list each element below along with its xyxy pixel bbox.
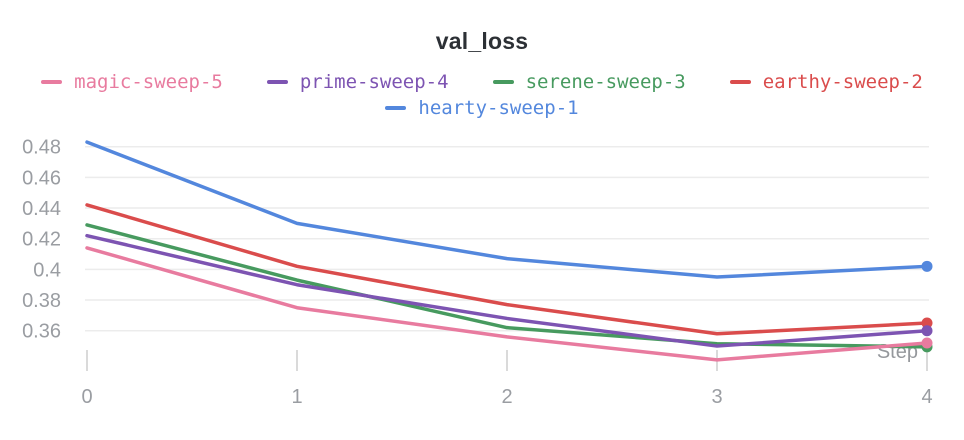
series-line-earthy-sweep-2 (85, 203, 929, 336)
x-tick-label: 2 (501, 386, 512, 408)
legend-row: magic-sweep-5 prime-sweep-4 serene-sweep-3… (41, 69, 923, 95)
plot-area[interactable]: 0.48 0.46 0.44 0.42 0.4 0.38 0.36 0 1 2 3 4 Step (0, 130, 964, 435)
series-line-serene-sweep-3 (85, 223, 929, 349)
y-tick-label: 0.36 (22, 321, 61, 343)
legend-label: hearty-sweep-1 (418, 97, 579, 119)
legend-label: prime-sweep-4 (299, 71, 449, 93)
y-tick-label: 0.44 (22, 198, 61, 220)
legend-item-hearty-sweep-1[interactable]: hearty-sweep-1 (385, 97, 579, 119)
legend-row: hearty-sweep-1 (385, 95, 579, 121)
legend-swatch-icon (266, 80, 288, 84)
y-tick-label: 0.46 (22, 167, 61, 189)
legend-swatch-icon (41, 80, 63, 84)
legend-swatch-icon (729, 80, 751, 84)
y-tick-label: 0.42 (22, 229, 61, 251)
series-endpoint-earthy-sweep-2 (921, 317, 933, 329)
legend-item-prime-sweep-4[interactable]: prime-sweep-4 (266, 71, 449, 93)
legend-label: magic-sweep-5 (74, 71, 223, 93)
legend-item-earthy-sweep-2[interactable]: earthy-sweep-2 (729, 71, 923, 93)
legend: magic-sweep-5 prime-sweep-4 serene-sweep-3… (0, 69, 964, 121)
series-endpoint-hearty-sweep-1 (921, 260, 933, 272)
legend-item-serene-sweep-3[interactable]: serene-sweep-3 (492, 71, 686, 93)
x-tick-label: 4 (921, 386, 932, 408)
series-line-prime-sweep-4 (85, 233, 929, 348)
x-tick-label: 1 (291, 386, 302, 408)
x-tick-label: 3 (711, 386, 722, 408)
legend-label: earthy-sweep-2 (762, 71, 923, 93)
y-tick-label: 0.4 (33, 259, 61, 281)
chart-title: val_loss (435, 28, 529, 54)
y-tick-label: 0.48 (22, 137, 61, 159)
legend-label: serene-sweep-3 (525, 71, 686, 93)
series-line-magic-sweep-5 (85, 246, 929, 362)
series-line-hearty-sweep-1 (85, 140, 929, 279)
legend-item-magic-sweep-5[interactable]: magic-sweep-5 (41, 71, 223, 93)
x-tick-label: 0 (81, 386, 92, 408)
series-endpoint-magic-sweep-5 (921, 337, 933, 349)
legend-swatch-icon (492, 80, 514, 84)
legend-swatch-icon (385, 106, 407, 110)
y-tick-label: 0.38 (22, 290, 61, 312)
series-endpoint-prime-sweep-4 (921, 325, 933, 337)
